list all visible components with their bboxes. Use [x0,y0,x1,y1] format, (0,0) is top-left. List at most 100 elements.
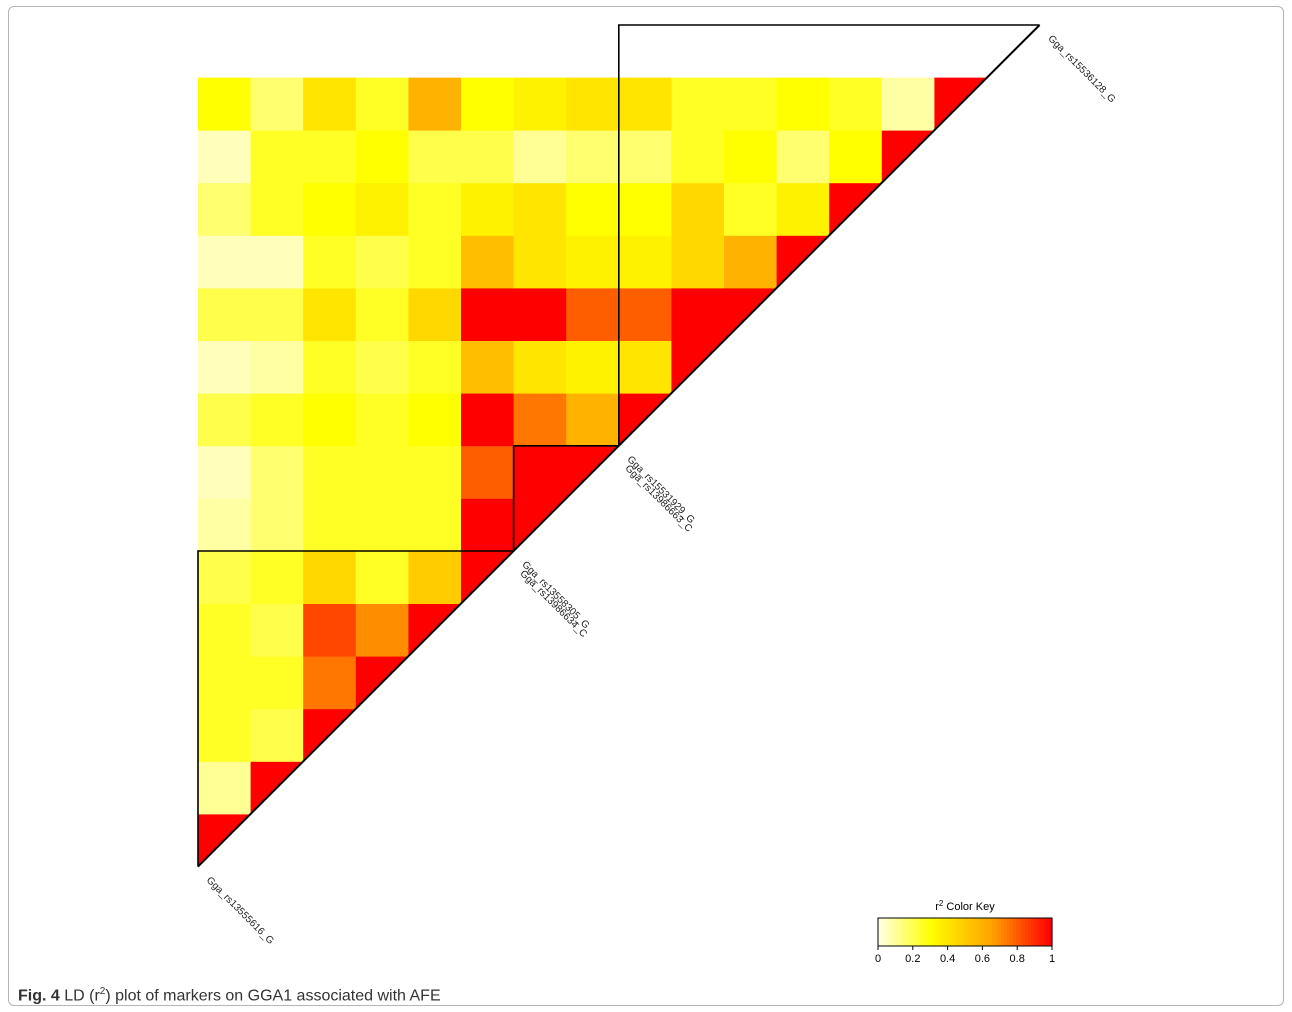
ld-cell-12-3 [355,182,409,236]
ld-cell-10-3 [355,288,409,341]
color-key-tick-label: 0 [875,953,881,965]
color-key-swatch [992,918,996,946]
ld-cell-11-4 [408,235,462,289]
snp-label-2: Gga_rs13986634_C [517,568,588,639]
ld-cell-11-5 [461,235,514,289]
ld-cell-13-10 [724,130,777,184]
ld-cell-10-6 [513,288,567,341]
ld-cell-7-2 [303,445,357,499]
ld-cell-9-8 [618,340,672,394]
color-key-swatch [929,918,933,946]
ld-cell-8-6 [513,393,567,447]
color-key-swatch [974,918,978,946]
ld-cell-13-7 [566,130,620,184]
ld-cell-14-2 [303,77,357,131]
ld-cell-14-11 [776,77,830,131]
ld-cell-13-0 [198,130,251,184]
color-key-swatch [920,918,924,946]
ld-cell-14-13 [881,77,935,131]
color-key-swatch [1043,918,1047,946]
ld-cell-8-5 [461,393,514,447]
ld-cell-12-8 [618,182,672,236]
ld-cell-3-0 [198,656,251,710]
ld-cell-13-4 [408,130,462,184]
ld-cell-7-1 [250,445,304,499]
color-key-swatch [1049,918,1053,946]
ld-cell-5-2 [303,551,357,604]
color-key-swatch [1028,918,1032,946]
color-key-swatch [1007,918,1011,946]
ld-cell-8-2 [303,393,357,447]
color-key-swatch [1010,918,1014,946]
color-key-swatch [899,918,903,946]
ld-cell-8-7 [566,393,620,447]
ld-cell-14-7 [566,77,620,131]
ld-cell-2-0 [198,708,251,762]
color-key-swatch [1046,918,1050,946]
color-key-swatch [989,918,993,946]
figure-label: Fig. 4 [18,987,60,1005]
haplotype-blocks [197,24,1040,867]
color-key-swatch [998,918,1002,946]
color-key-swatch [908,918,912,946]
ld-cell-9-1 [250,340,304,394]
color-key-border [877,917,1053,947]
block-outline-3 [617,24,1040,446]
block-outline-2 [512,444,619,551]
caption-text-b: ) plot of markers on GGA1 associated wit… [105,987,441,1005]
color-key-swatch [1001,918,1005,946]
ld-cell-11-3 [355,235,409,289]
color-key-swatch [914,918,918,946]
ld-cell-4-1 [250,603,304,657]
snp-label-4: Gga_rs13986663_C [623,463,694,534]
ld-cell-8-0 [198,393,251,447]
ld-cell-2-1 [250,708,304,762]
ld-cell-13-3 [355,130,409,184]
snp-label-0: Gga_rs13555616_G [204,875,276,947]
ld-cell-11-8 [618,235,672,289]
figure-caption: Fig. 4 LD (r2) plot of markers on GGA1 a… [18,986,441,1005]
color-key-swatch [896,918,900,946]
color-key-tick-label: 0.4 [940,953,955,965]
color-key-swatch [893,918,897,946]
ld-cell-7-5 [461,445,514,499]
color-key-swatch [923,918,927,946]
color-key-swatch [1040,918,1044,946]
ld-cell-12-5 [461,182,514,236]
color-key-swatch [944,918,948,946]
color-key-swatch [980,918,984,946]
ld-cell-4-2 [303,603,357,657]
ld-cell-1-0 [198,761,251,815]
caption-text-a: LD (r [64,987,100,1005]
caption-sup: 2 [99,986,106,997]
color-key-swatch [878,918,882,946]
ld-cell-8-3 [355,393,409,447]
ld-cell-14-8 [618,77,672,131]
color-key-swatch [950,918,954,946]
color-key-swatch [1025,918,1029,946]
ld-cell-10-5 [461,288,514,341]
ld-cell-12-7 [566,182,620,236]
ld-cell-13-8 [618,130,672,184]
ld-cell-13-6 [513,130,567,184]
color-key-swatch [977,918,981,946]
ld-cell-5-4 [408,551,462,604]
ld-cell-11-0 [198,235,251,289]
color-key-swatch [947,918,951,946]
color-key-swatch [917,918,921,946]
color-key-ticks: 0 0.2 0.4 0.6 0.8 1 [875,946,1055,965]
color-key: r2 Color Key 0 0.2 0.4 0.6 0.8 1 [875,899,1055,965]
color-key-swatch [968,918,972,946]
ld-cell-8-4 [408,393,462,447]
color-key-swatch [983,918,987,946]
ld-cell-6-3 [355,498,409,552]
ld-cell-12-1 [250,182,304,236]
color-key-swatch [1019,918,1023,946]
color-key-swatch [953,918,957,946]
ld-cell-13-1 [250,130,304,184]
color-key-swatch [1022,918,1026,946]
ld-cell-10-9 [671,288,725,341]
block-outline-1 [197,550,514,867]
ld-cell-12-10 [724,182,777,236]
ld-cell-4-3 [355,603,409,657]
